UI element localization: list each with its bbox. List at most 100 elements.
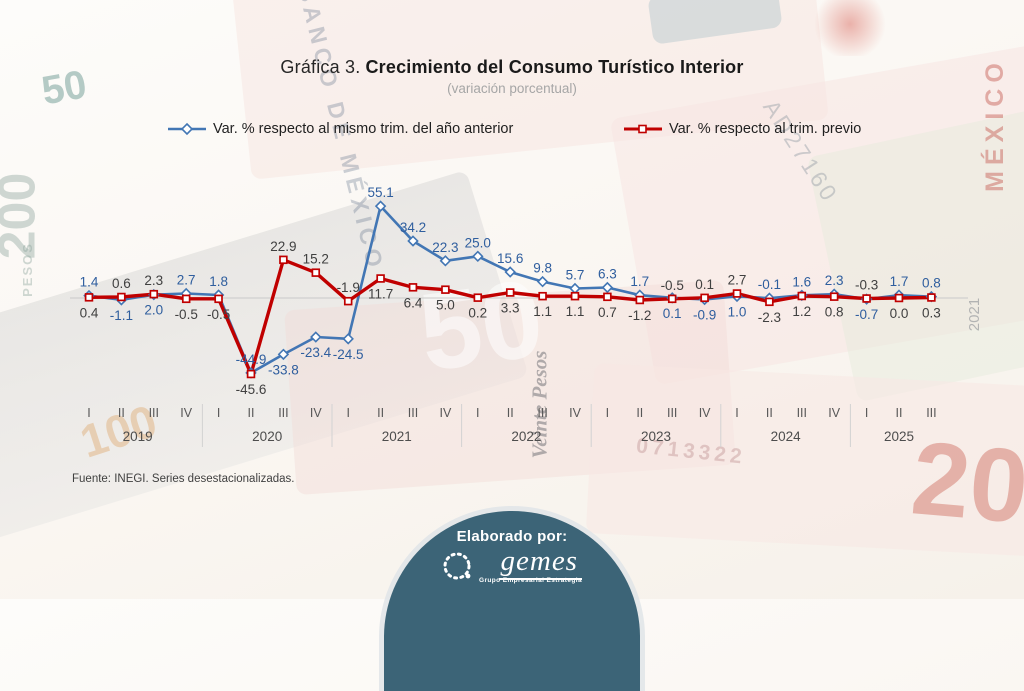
svg-text:0.4: 0.4	[80, 305, 99, 320]
svg-text:34.2: 34.2	[400, 220, 426, 235]
svg-text:III: III	[278, 406, 288, 420]
gemes-tagline: Grupo Empresarial Estrategia	[479, 577, 582, 584]
banknote-ornament	[810, 0, 890, 56]
svg-text:II: II	[118, 406, 125, 420]
svg-text:6.4: 6.4	[404, 295, 423, 310]
svg-text:1.1: 1.1	[533, 304, 552, 319]
svg-text:-0.3: -0.3	[855, 278, 878, 293]
svg-text:1.7: 1.7	[630, 274, 649, 289]
svg-text:II: II	[377, 406, 384, 420]
gemes-wordmark: gemes	[498, 545, 582, 580]
svg-text:1.6: 1.6	[792, 274, 811, 289]
svg-text:2021: 2021	[382, 429, 412, 444]
svg-text:IV: IV	[828, 406, 840, 420]
banknote-collage-background: 50 50 200 PESOS 100 20 Veinte Pesos MÉXI…	[0, 0, 1024, 557]
svg-text:-33.8: -33.8	[268, 362, 299, 377]
svg-text:15.2: 15.2	[303, 252, 329, 267]
svg-text:0.1: 0.1	[663, 306, 682, 321]
svg-text:55.1: 55.1	[367, 185, 393, 200]
svg-text:I: I	[87, 406, 90, 420]
svg-text:III: III	[926, 406, 936, 420]
svg-text:-0.5: -0.5	[207, 307, 230, 322]
svg-text:1.2: 1.2	[792, 304, 811, 319]
svg-text:1.4: 1.4	[80, 275, 99, 290]
svg-text:2.3: 2.3	[144, 273, 163, 288]
svg-text:1.7: 1.7	[890, 274, 909, 289]
svg-text:IV: IV	[439, 406, 451, 420]
svg-text:2.7: 2.7	[728, 272, 747, 287]
svg-text:-45.6: -45.6	[236, 382, 267, 397]
svg-text:IV: IV	[310, 406, 322, 420]
svg-text:0.6: 0.6	[112, 276, 131, 291]
svg-text:6.3: 6.3	[598, 266, 617, 281]
svg-text:2023: 2023	[641, 429, 671, 444]
svg-text:0.3: 0.3	[922, 305, 941, 320]
legend-label-yoy: Var. % respecto al mismo trim. del año a…	[213, 121, 514, 137]
chart-title: Gráfica 3. Crecimiento del Consumo Turíst…	[0, 57, 1024, 78]
svg-text:I: I	[476, 406, 479, 420]
svg-text:0.8: 0.8	[922, 276, 941, 291]
svg-text:I: I	[865, 406, 868, 420]
svg-text:III: III	[408, 406, 418, 420]
svg-text:1.0: 1.0	[728, 304, 747, 319]
svg-text:III: III	[149, 406, 159, 420]
svg-text:-1.2: -1.2	[628, 308, 651, 323]
svg-text:22.3: 22.3	[432, 240, 458, 255]
svg-text:0.0: 0.0	[890, 306, 909, 321]
svg-text:IV: IV	[699, 406, 711, 420]
svg-text:22.9: 22.9	[270, 239, 296, 254]
svg-text:1.1: 1.1	[566, 304, 585, 319]
svg-text:25.0: 25.0	[465, 235, 491, 250]
svg-text:3.3: 3.3	[501, 300, 520, 315]
svg-text:II: II	[636, 406, 643, 420]
svg-text:-0.7: -0.7	[855, 307, 878, 322]
svg-text:0.2: 0.2	[468, 306, 487, 321]
svg-text:III: III	[797, 406, 807, 420]
svg-text:2020: 2020	[252, 429, 282, 444]
red-square-legend-icon	[624, 124, 662, 134]
svg-text:-0.9: -0.9	[693, 308, 716, 323]
svg-text:-0.5: -0.5	[175, 307, 198, 322]
svg-text:11.7: 11.7	[368, 286, 393, 301]
svg-text:0.8: 0.8	[825, 305, 844, 320]
svg-text:-0.1: -0.1	[758, 277, 781, 292]
svg-text:II: II	[507, 406, 514, 420]
svg-text:-0.5: -0.5	[661, 278, 684, 293]
svg-text:0.7: 0.7	[598, 305, 617, 320]
svg-text:2.7: 2.7	[177, 272, 196, 287]
svg-text:I: I	[606, 406, 609, 420]
svg-text:2022: 2022	[511, 429, 541, 444]
svg-text:II: II	[766, 406, 773, 420]
blue-diamond-legend-icon	[168, 122, 206, 136]
svg-text:1.8: 1.8	[209, 274, 228, 289]
svg-text:-24.5: -24.5	[333, 347, 364, 362]
svg-text:-23.4: -23.4	[300, 345, 331, 360]
chart-title-main: Crecimiento del Consumo Turístico Interi…	[365, 57, 744, 77]
svg-text:III: III	[667, 406, 677, 420]
svg-text:2024: 2024	[771, 429, 802, 444]
svg-text:0.1: 0.1	[695, 277, 714, 292]
footer-heading: Elaborado por:	[456, 528, 568, 545]
legend-label-qoq: Var. % respecto al trim. previo	[669, 121, 862, 137]
svg-text:I: I	[346, 406, 349, 420]
svg-text:9.8: 9.8	[533, 261, 552, 276]
chart-title-prefix: Gráfica 3.	[280, 57, 361, 77]
svg-text:III: III	[537, 406, 547, 420]
svg-text:II: II	[896, 406, 903, 420]
svg-text:IV: IV	[180, 406, 192, 420]
gemes-dotted-circle-icon	[443, 552, 471, 580]
svg-text:2.3: 2.3	[825, 273, 844, 288]
footer-badge: Elaborado por: gemes Grupo Empresarial E…	[384, 511, 640, 691]
svg-text:5.7: 5.7	[566, 267, 585, 282]
svg-text:-44.9: -44.9	[236, 352, 267, 367]
svg-text:2025: 2025	[884, 429, 914, 444]
source-note: Fuente: INEGI. Series desestacionalizada…	[72, 473, 295, 485]
svg-text:I: I	[735, 406, 738, 420]
svg-text:IV: IV	[569, 406, 581, 420]
svg-text:2.0: 2.0	[144, 303, 163, 318]
svg-text:-1.1: -1.1	[110, 308, 133, 323]
gemes-logo: gemes Grupo Empresarial Estrategia	[384, 545, 640, 584]
svg-text:2019: 2019	[123, 429, 153, 444]
svg-text:II: II	[248, 406, 255, 420]
